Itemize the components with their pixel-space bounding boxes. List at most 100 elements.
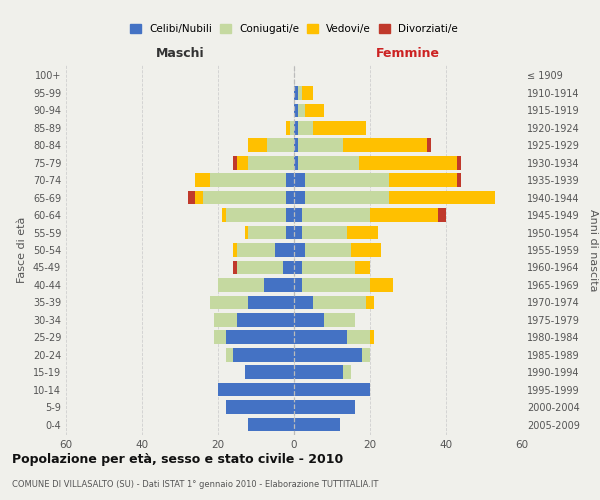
- Bar: [294, 260, 302, 274]
- Bar: [294, 330, 347, 344]
- Bar: [298, 121, 313, 134]
- Bar: [237, 260, 283, 274]
- Bar: [302, 260, 355, 274]
- Bar: [362, 348, 370, 362]
- Bar: [439, 208, 446, 222]
- Text: Femmine: Femmine: [376, 47, 440, 60]
- Bar: [211, 174, 286, 187]
- Bar: [290, 121, 294, 134]
- Bar: [294, 243, 305, 257]
- Bar: [268, 138, 294, 152]
- Bar: [305, 174, 389, 187]
- Bar: [294, 104, 298, 117]
- Bar: [294, 278, 302, 291]
- Bar: [305, 243, 351, 257]
- Y-axis label: Anni di nascita: Anni di nascita: [588, 209, 598, 291]
- Bar: [233, 260, 237, 274]
- Y-axis label: Fasce di età: Fasce di età: [17, 217, 27, 283]
- Bar: [245, 366, 294, 379]
- Bar: [283, 260, 294, 274]
- Bar: [248, 156, 294, 170]
- Bar: [226, 400, 294, 414]
- Bar: [305, 191, 389, 204]
- Bar: [294, 226, 302, 239]
- Bar: [359, 156, 457, 170]
- Bar: [298, 156, 359, 170]
- Bar: [305, 104, 325, 117]
- Bar: [294, 366, 343, 379]
- Bar: [325, 313, 355, 326]
- Bar: [294, 121, 298, 134]
- Bar: [203, 191, 286, 204]
- Bar: [226, 348, 233, 362]
- Bar: [218, 278, 263, 291]
- Bar: [286, 174, 294, 187]
- Bar: [248, 138, 268, 152]
- Bar: [294, 400, 355, 414]
- Bar: [222, 208, 226, 222]
- Bar: [298, 86, 302, 100]
- Bar: [366, 296, 374, 309]
- Bar: [294, 313, 325, 326]
- Bar: [286, 191, 294, 204]
- Bar: [294, 418, 340, 432]
- Bar: [294, 208, 302, 222]
- Bar: [343, 366, 351, 379]
- Bar: [233, 348, 294, 362]
- Bar: [248, 418, 294, 432]
- Bar: [294, 156, 298, 170]
- Bar: [294, 296, 313, 309]
- Bar: [389, 174, 457, 187]
- Bar: [298, 104, 305, 117]
- Bar: [294, 86, 298, 100]
- Bar: [233, 243, 237, 257]
- Bar: [237, 313, 294, 326]
- Bar: [245, 226, 248, 239]
- Bar: [226, 208, 286, 222]
- Bar: [294, 348, 362, 362]
- Bar: [286, 121, 290, 134]
- Bar: [370, 208, 439, 222]
- Bar: [343, 138, 427, 152]
- Bar: [370, 278, 393, 291]
- Bar: [457, 174, 461, 187]
- Text: Maschi: Maschi: [155, 47, 205, 60]
- Bar: [313, 296, 366, 309]
- Bar: [237, 243, 275, 257]
- Bar: [313, 121, 366, 134]
- Bar: [294, 138, 298, 152]
- Bar: [237, 156, 248, 170]
- Bar: [298, 138, 343, 152]
- Bar: [214, 330, 226, 344]
- Bar: [286, 226, 294, 239]
- Bar: [195, 174, 211, 187]
- Text: Popolazione per età, sesso e stato civile - 2010: Popolazione per età, sesso e stato civil…: [12, 452, 343, 466]
- Bar: [294, 174, 305, 187]
- Bar: [263, 278, 294, 291]
- Bar: [302, 208, 370, 222]
- Bar: [427, 138, 431, 152]
- Bar: [218, 383, 294, 396]
- Bar: [294, 191, 305, 204]
- Bar: [195, 191, 203, 204]
- Bar: [302, 226, 347, 239]
- Bar: [211, 296, 248, 309]
- Bar: [248, 226, 286, 239]
- Bar: [355, 260, 370, 274]
- Bar: [214, 313, 237, 326]
- Bar: [347, 330, 370, 344]
- Bar: [302, 86, 313, 100]
- Bar: [457, 156, 461, 170]
- Bar: [188, 191, 195, 204]
- Bar: [347, 226, 377, 239]
- Bar: [370, 330, 374, 344]
- Bar: [233, 156, 237, 170]
- Legend: Celibi/Nubili, Coniugati/e, Vedovi/e, Divorziati/e: Celibi/Nubili, Coniugati/e, Vedovi/e, Di…: [128, 22, 460, 36]
- Bar: [389, 191, 496, 204]
- Bar: [275, 243, 294, 257]
- Bar: [351, 243, 382, 257]
- Bar: [248, 296, 294, 309]
- Bar: [294, 383, 370, 396]
- Bar: [302, 278, 370, 291]
- Bar: [226, 330, 294, 344]
